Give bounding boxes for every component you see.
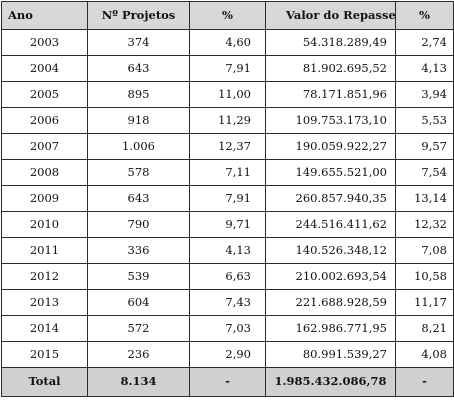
cell-pct-valor: 3,94 [395,81,454,108]
cell-ano: 2008 [1,159,88,186]
total-label: Total [1,367,88,397]
cell-valor: 109.753.173,10 [265,107,396,134]
cell-pct-valor: 7,08 [395,237,454,264]
cell-ano: 2003 [1,29,88,56]
table-row: 2015 236 2,90 80.991.539,27 4,08 [1,341,454,368]
table-row: 2003 374 4,60 54.318.289,49 2,74 [1,29,454,56]
cell-pct-projetos: 7,91 [189,185,266,212]
cell-pct-valor: 12,32 [395,211,454,238]
cell-pct-projetos: 7,91 [189,55,266,82]
table-row: 2008 578 7,11 149.655.521,00 7,54 [1,159,454,186]
cell-pct-valor: 2,74 [395,29,454,56]
cell-ano: 2014 [1,315,88,342]
cell-projetos: 336 [87,237,190,264]
cell-valor: 162.986.771,95 [265,315,396,342]
table-row: 2007 1.006 12,37 190.059.922,27 9,57 [1,133,454,160]
cell-valor: 140.526.348,12 [265,237,396,264]
cell-pct-valor: 7,54 [395,159,454,186]
cell-ano: 2007 [1,133,88,160]
cell-projetos: 539 [87,263,190,290]
table-row: 2014 572 7,03 162.986.771,95 8,21 [1,315,454,342]
table-row: 2013 604 7,43 221.688.928,59 11,17 [1,289,454,316]
cell-pct-projetos: 12,37 [189,133,266,160]
table-row: 2011 336 4,13 140.526.348,12 7,08 [1,237,454,264]
cell-pct-projetos: 11,00 [189,81,266,108]
cell-projetos: 572 [87,315,190,342]
table-row: 2012 539 6,63 210.002.693,54 10,58 [1,263,454,290]
cell-ano: 2010 [1,211,88,238]
total-row: Total 8.134 - 1.985.432.086,78 - [1,367,454,397]
cell-projetos: 643 [87,55,190,82]
cell-pct-projetos: 7,11 [189,159,266,186]
cell-projetos: 643 [87,185,190,212]
cell-valor: 54.318.289,49 [265,29,396,56]
table-row: 2010 790 9,71 244.516.411,62 12,32 [1,211,454,238]
cell-pct-projetos: 7,03 [189,315,266,342]
table-row: 2006 918 11,29 109.753.173,10 5,53 [1,107,454,134]
cell-projetos: 578 [87,159,190,186]
cell-projetos: 604 [87,289,190,316]
cell-projetos: 918 [87,107,190,134]
cell-ano: 2012 [1,263,88,290]
total-pct-projetos: - [189,367,266,397]
cell-projetos: 236 [87,341,190,368]
cell-pct-projetos: 4,60 [189,29,266,56]
cell-valor: 260.857.940,35 [265,185,396,212]
header-row: Ano Nº Projetos % Valor do Repasse % [1,1,454,30]
cell-valor: 78.171.851,96 [265,81,396,108]
header-projetos: Nº Projetos [87,1,190,30]
cell-pct-valor: 4,13 [395,55,454,82]
cell-valor: 221.688.928,59 [265,289,396,316]
header-valor: Valor do Repasse [265,1,396,30]
cell-valor: 210.002.693,54 [265,263,396,290]
cell-pct-projetos: 7,43 [189,289,266,316]
cell-valor: 244.516.411,62 [265,211,396,238]
cell-ano: 2006 [1,107,88,134]
total-pct-valor: - [395,367,454,397]
table-row: 2005 895 11,00 78.171.851,96 3,94 [1,81,454,108]
header-pct-valor: % [395,1,454,30]
cell-projetos: 790 [87,211,190,238]
header-pct-projetos: % [189,1,266,30]
table-row: 2009 643 7,91 260.857.940,35 13,14 [1,185,454,212]
cell-ano: 2009 [1,185,88,212]
cell-projetos: 374 [87,29,190,56]
cell-valor: 81.902.695,52 [265,55,396,82]
cell-pct-valor: 13,14 [395,185,454,212]
cell-ano: 2005 [1,81,88,108]
table-row: 2004 643 7,91 81.902.695,52 4,13 [1,55,454,82]
cell-pct-projetos: 4,13 [189,237,266,264]
cell-projetos: 895 [87,81,190,108]
cell-valor: 149.655.521,00 [265,159,396,186]
cell-pct-valor: 11,17 [395,289,454,316]
cell-ano: 2011 [1,237,88,264]
cell-pct-valor: 5,53 [395,107,454,134]
cell-pct-projetos: 11,29 [189,107,266,134]
cell-projetos: 1.006 [87,133,190,160]
total-projetos: 8.134 [87,367,190,397]
cell-ano: 2015 [1,341,88,368]
cell-ano: 2013 [1,289,88,316]
cell-pct-projetos: 6,63 [189,263,266,290]
cell-pct-projetos: 9,71 [189,211,266,238]
cell-pct-valor: 9,57 [395,133,454,160]
cell-valor: 190.059.922,27 [265,133,396,160]
total-valor: 1.985.432.086,78 [265,367,396,397]
header-ano: Ano [1,1,88,30]
cell-pct-valor: 4,08 [395,341,454,368]
cell-pct-valor: 10,58 [395,263,454,290]
cell-ano: 2004 [1,55,88,82]
cell-pct-projetos: 2,90 [189,341,266,368]
cell-valor: 80.991.539,27 [265,341,396,368]
cell-pct-valor: 8,21 [395,315,454,342]
